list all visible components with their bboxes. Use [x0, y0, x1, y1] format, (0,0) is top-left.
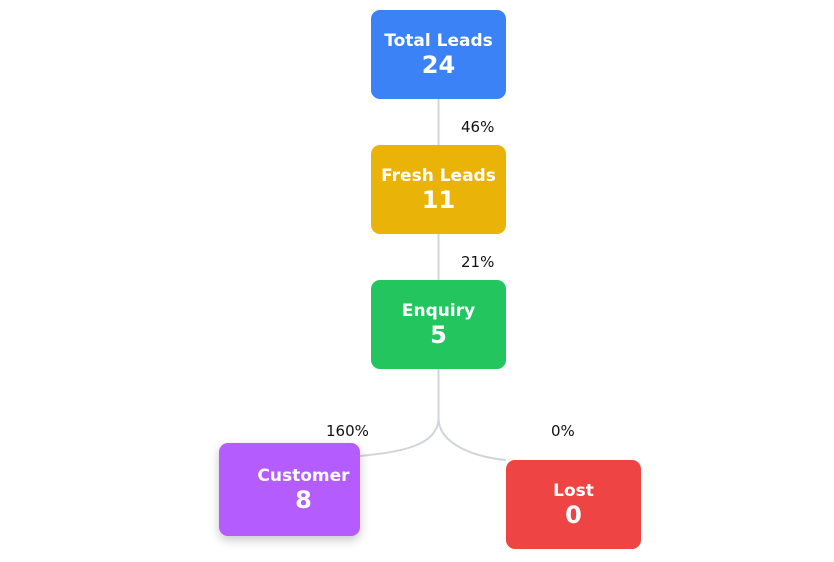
node-total-leads-label: Total Leads: [384, 30, 493, 51]
percent-enquiry-to-lost: 0%: [551, 422, 575, 440]
node-total-leads-value: 24: [421, 50, 456, 79]
node-customer-value: 8: [295, 485, 312, 514]
percent-total-to-fresh: 46%: [461, 118, 495, 136]
percent-fresh-to-enquiry: 21%: [461, 253, 495, 271]
percent-enquiry-to-customer: 160%: [326, 422, 369, 440]
node-lost[interactable]: Lost 0: [506, 460, 641, 549]
node-fresh-leads-label: Fresh Leads: [381, 165, 496, 186]
node-lost-value: 0: [565, 500, 582, 529]
node-enquiry[interactable]: Enquiry 5: [371, 280, 506, 369]
node-lost-label: Lost: [553, 480, 594, 501]
connector-enquiry-customer: [359, 369, 440, 457]
node-fresh-leads-value: 11: [421, 185, 456, 214]
node-enquiry-label: Enquiry: [401, 300, 476, 321]
connector-enquiry-lost: [437, 417, 507, 461]
node-total-leads[interactable]: Total Leads 24: [371, 10, 506, 99]
node-enquiry-value: 5: [430, 320, 447, 349]
node-customer[interactable]: Customer 8: [219, 443, 360, 536]
node-customer-label: Customer: [257, 465, 350, 486]
node-fresh-leads[interactable]: Fresh Leads 11: [371, 145, 506, 234]
